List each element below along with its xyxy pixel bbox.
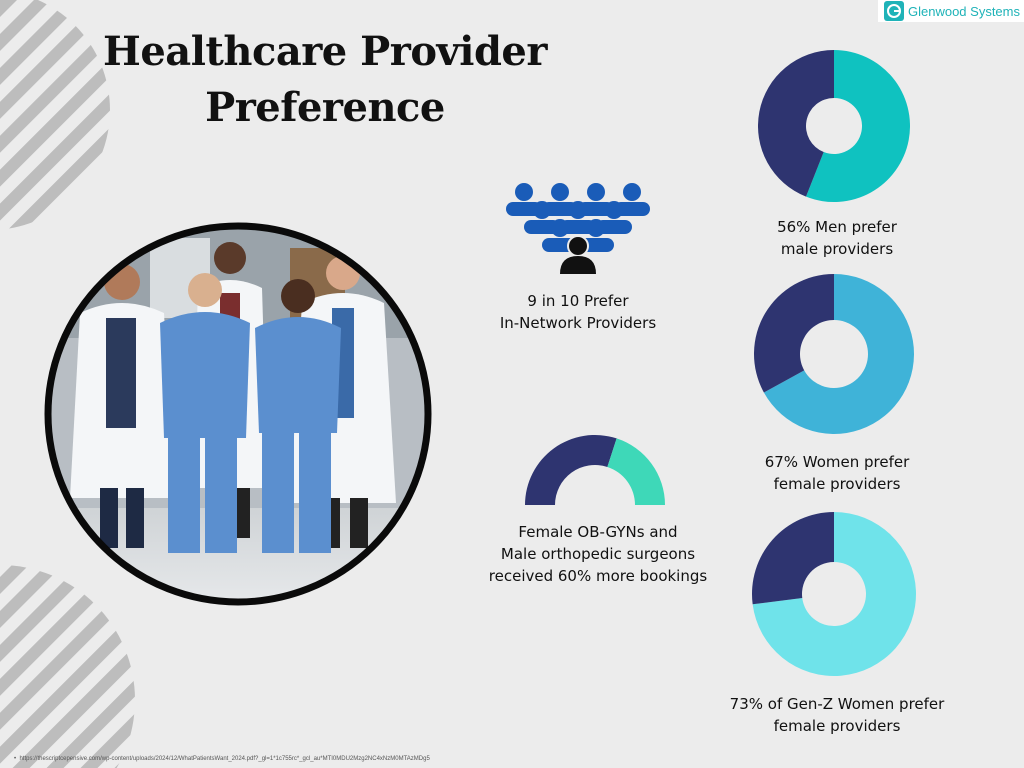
person-head-8 xyxy=(587,219,605,237)
obgyn-caption-line1: Female OB-GYNs and xyxy=(518,523,678,541)
men-slice-1 xyxy=(758,50,834,197)
men-slice-0 xyxy=(806,50,910,202)
person-body-0 xyxy=(506,202,542,216)
person-head-2 xyxy=(587,183,605,201)
stripe-decoration-bottom xyxy=(0,565,135,768)
genz-donut-chart xyxy=(752,512,916,676)
person-head-1 xyxy=(551,183,569,201)
page-title-line2: Preference xyxy=(205,84,445,131)
brand-logo[interactable]: Glenwood Systems xyxy=(878,0,1024,22)
men-caption-line1: 56% Men prefer xyxy=(777,218,897,236)
source-link[interactable]: • https://thescriptcepensive.com/wp-cont… xyxy=(14,756,430,762)
person-head-0 xyxy=(515,183,533,201)
source-bullet: • xyxy=(14,756,20,762)
obgyn-caption-line2: Male orthopedic surgeons xyxy=(500,545,696,563)
people-group-icon xyxy=(506,183,650,274)
women-slice-1 xyxy=(754,274,834,393)
women-slice-0 xyxy=(763,274,914,434)
bookings-slice-0 xyxy=(525,435,617,505)
network-caption-line2: In-Network Providers xyxy=(499,314,657,332)
women-donut-chart xyxy=(754,274,914,434)
obgyn-caption-line3: received 60% more bookings xyxy=(488,567,708,585)
person-head-4 xyxy=(533,201,551,219)
source-url: https://thescriptcepensive.com/wp-conten… xyxy=(19,756,430,762)
person-body-1 xyxy=(542,202,578,216)
men-caption: 56% Men prefer male providers xyxy=(742,216,932,260)
genz-caption-line2: female providers xyxy=(773,717,901,735)
person-head-5 xyxy=(569,201,587,219)
person-head-3 xyxy=(623,183,641,201)
genz-slice-0 xyxy=(752,512,916,676)
women-caption-line2: female providers xyxy=(773,475,901,493)
bookings-slice-1 xyxy=(607,438,665,505)
brand-name: Glenwood Systems xyxy=(908,3,1020,19)
person-body-5 xyxy=(560,220,596,234)
genz-caption: 73% of Gen-Z Women prefer female provide… xyxy=(712,693,962,737)
bookings-half-donut xyxy=(525,435,665,505)
person-head-7 xyxy=(551,219,569,237)
women-caption-line1: 67% Women prefer xyxy=(764,453,910,471)
genz-caption-line1: 73% of Gen-Z Women prefer xyxy=(729,695,945,713)
highlight-person-body xyxy=(560,256,596,274)
highlight-person-head xyxy=(567,235,589,257)
person-body-4 xyxy=(524,220,560,234)
network-caption-line1: 9 in 10 Prefer xyxy=(527,292,629,310)
person-body-6 xyxy=(596,220,632,234)
network-caption: 9 in 10 Prefer In-Network Providers xyxy=(478,290,678,334)
person-body-2 xyxy=(578,202,614,216)
men-donut-chart xyxy=(758,50,910,202)
healthcare-team-photo xyxy=(44,222,432,606)
person-head-6 xyxy=(605,201,623,219)
genz-slice-1 xyxy=(752,512,834,605)
stripe-decoration-top xyxy=(0,0,110,230)
page-title-line1: Healthcare Provider xyxy=(103,28,547,75)
person-body-3 xyxy=(614,202,650,216)
obgyn-caption: Female OB-GYNs and Male orthopedic surge… xyxy=(480,521,716,587)
page-title: Healthcare Provider Preference xyxy=(60,24,590,136)
women-caption: 67% Women prefer female providers xyxy=(732,451,942,495)
men-caption-line2: male providers xyxy=(780,240,894,258)
brand-logo-icon xyxy=(884,1,904,21)
